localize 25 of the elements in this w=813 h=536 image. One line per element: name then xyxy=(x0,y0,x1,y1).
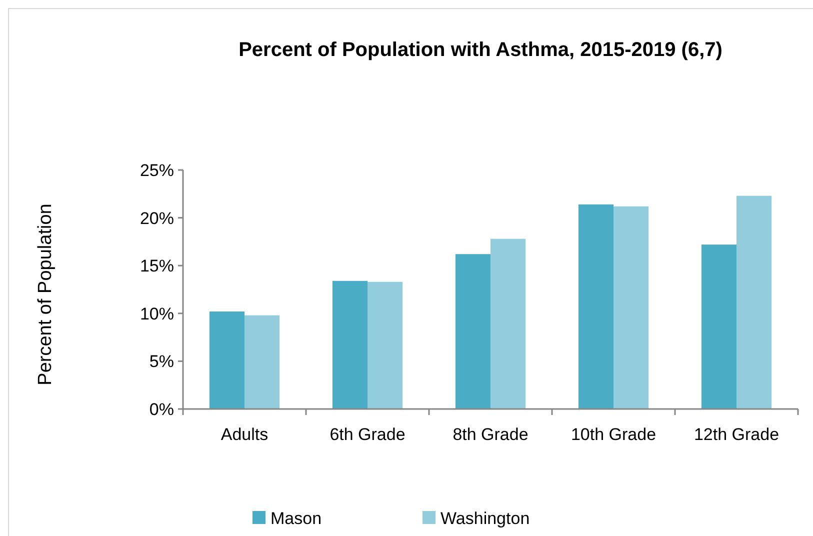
bar xyxy=(614,206,649,409)
bar xyxy=(701,244,736,409)
bar xyxy=(244,315,280,409)
bar xyxy=(736,196,772,409)
legend-label: Mason xyxy=(270,509,322,528)
x-tick-label: 10th Grade xyxy=(570,425,656,444)
y-tick-label: 0% xyxy=(149,400,174,419)
y-tick-label: 25% xyxy=(140,160,174,180)
bar xyxy=(578,204,614,409)
legend-label: Washington xyxy=(440,509,530,528)
bar xyxy=(455,254,490,409)
y-tick-label: 15% xyxy=(140,256,174,276)
x-tick-label: 12th Grade xyxy=(694,425,780,444)
chart-title: Percent of Population with Asthma, 2015-2019 (6,7) xyxy=(238,39,722,61)
x-tick-label: 8th Grade xyxy=(452,425,528,444)
bar xyxy=(209,311,244,409)
x-tick-label: Adults xyxy=(220,425,268,444)
bar xyxy=(368,282,403,409)
y-tick-label: 20% xyxy=(140,208,174,228)
y-tick-label: 10% xyxy=(140,304,174,324)
bar xyxy=(490,238,526,409)
y-tick-label: 5% xyxy=(149,352,174,372)
y-axis-title: Percent of Population xyxy=(35,204,56,386)
x-tick-label: 6th Grade xyxy=(330,425,406,444)
bar xyxy=(332,280,368,409)
